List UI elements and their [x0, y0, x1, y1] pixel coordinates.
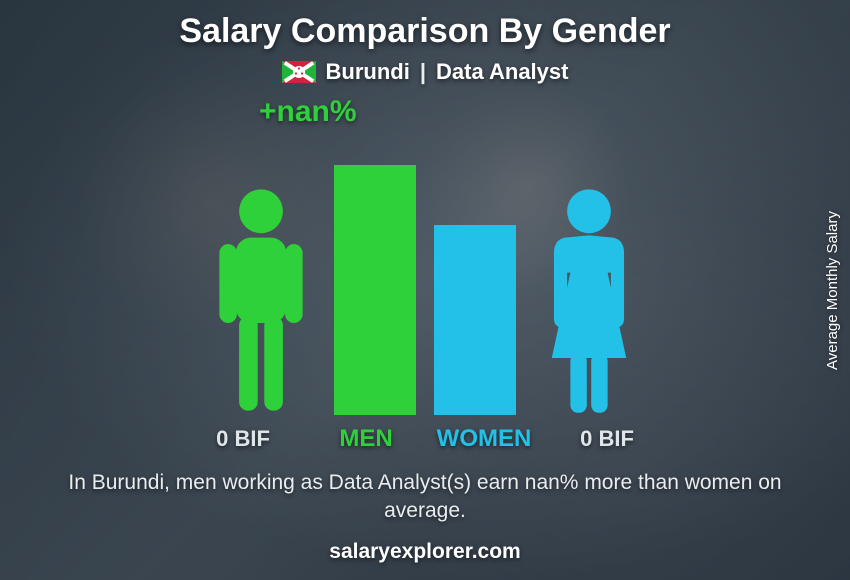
woman-icon	[534, 185, 644, 415]
footer-source: salaryexplorer.com	[329, 540, 520, 564]
subtitle-row: Burundi | Data Analyst	[282, 59, 569, 85]
men-label: MEN	[316, 425, 416, 453]
flag-icon	[282, 61, 316, 83]
difference-label: +nan%	[259, 95, 357, 129]
man-icon	[206, 185, 316, 415]
women-value: 0 BIF	[552, 426, 662, 452]
labels-row: 0 BIF MEN WOMEN 0 BIF	[105, 425, 745, 453]
infographic-container: Salary Comparison By Gender Burun	[0, 0, 850, 580]
side-label-wrap: Average Monthly Salary	[820, 0, 844, 580]
burundi-flag-svg	[282, 61, 316, 83]
women-label: WOMEN	[434, 425, 534, 453]
subtitle-separator: |	[420, 59, 426, 85]
chart-area: +nan%	[105, 95, 745, 415]
description-text: In Burundi, men working as Data Analyst(…	[45, 469, 805, 526]
page-title: Salary Comparison By Gender	[179, 12, 670, 51]
men-bar	[334, 165, 416, 415]
men-value: 0 BIF	[188, 426, 298, 452]
role-label: Data Analyst	[436, 59, 568, 85]
country-label: Burundi	[326, 59, 410, 85]
content-column: Salary Comparison By Gender Burun	[0, 0, 850, 580]
women-bar	[434, 225, 516, 415]
side-axis-label: Average Monthly Salary	[824, 211, 841, 370]
